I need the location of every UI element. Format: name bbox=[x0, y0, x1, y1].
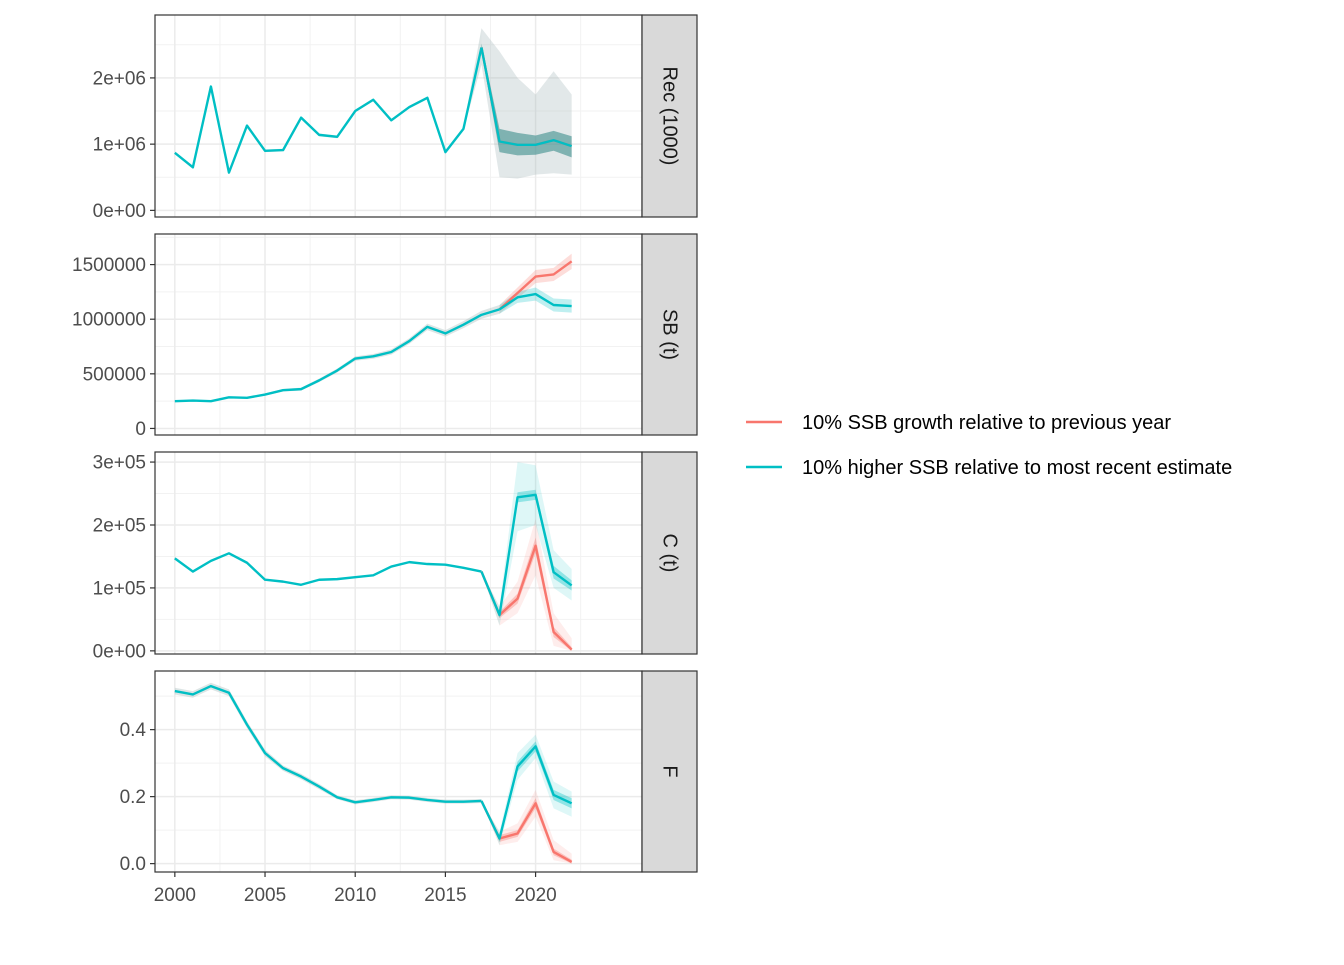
history-line bbox=[174, 684, 482, 804]
y-tick-label: 0.2 bbox=[120, 787, 146, 808]
y-tick-label: 3e+05 bbox=[93, 453, 146, 474]
projection-band-series-1 bbox=[499, 253, 572, 314]
panel-data bbox=[174, 253, 573, 403]
facet-strip-label: C (t) bbox=[659, 534, 681, 573]
x-tick-label: 2005 bbox=[244, 885, 286, 906]
y-tick-label: 0.4 bbox=[120, 720, 147, 741]
x-tick-label: 2020 bbox=[514, 885, 556, 906]
panel-3: 0e+00 1e+05 2e+05 3e+05 C (t) bbox=[93, 451, 698, 662]
y-tick-label: 500000 bbox=[83, 364, 146, 385]
projection-inner-band bbox=[481, 43, 572, 158]
facet-strip bbox=[641, 233, 698, 436]
facet-strip-label: Rec (1000) bbox=[659, 67, 681, 166]
panel-data bbox=[174, 682, 573, 864]
history-line bbox=[174, 552, 482, 586]
facet-strip bbox=[641, 14, 698, 218]
y-tick-label: 0e+00 bbox=[93, 201, 146, 222]
y-tick-label: 1500000 bbox=[72, 255, 146, 276]
x-tick-label: 2010 bbox=[334, 885, 376, 906]
y-tick-label: 0e+00 bbox=[93, 641, 146, 662]
panel-1: 0e+00 1e+06 2e+06 Rec (1000) bbox=[93, 14, 698, 222]
y-tick-label: 0.0 bbox=[120, 854, 146, 875]
x-tick-label: 2000 bbox=[154, 885, 196, 906]
projection-outer-band-series-1 bbox=[481, 518, 572, 651]
y-tick-label: 0 bbox=[135, 419, 146, 440]
legend-label: 10% higher SSB relative to most recent e… bbox=[802, 457, 1232, 479]
projection-line-series-2 bbox=[480, 493, 573, 617]
y-tick-label: 1e+06 bbox=[93, 135, 146, 156]
facet-strip-label: F bbox=[659, 765, 681, 777]
projection-line-series-2 bbox=[480, 47, 573, 148]
panel-background bbox=[155, 671, 642, 872]
history-line bbox=[174, 308, 500, 403]
projection-line-series-1 bbox=[498, 260, 573, 311]
panel-data bbox=[174, 28, 573, 179]
history-line bbox=[174, 47, 483, 174]
y-tick-label: 2e+05 bbox=[93, 515, 146, 536]
projection-outer-band-series-1 bbox=[481, 789, 572, 864]
y-tick-label: 2e+06 bbox=[93, 68, 146, 89]
projection-line-series-2 bbox=[480, 745, 573, 840]
y-tick-label: 1000000 bbox=[72, 310, 146, 331]
projection-line-series-2 bbox=[498, 292, 572, 311]
facet-strip bbox=[641, 670, 698, 873]
facet-strip bbox=[641, 451, 698, 655]
panel-data bbox=[174, 462, 573, 651]
panel-4: 0.0 0.2 0.4 F bbox=[120, 670, 698, 875]
y-tick-label: 1e+05 bbox=[93, 578, 146, 599]
x-tick-label: 2015 bbox=[424, 885, 466, 906]
panel-2: 0 500000 1000000 1500000 SB (t) bbox=[72, 233, 698, 440]
legend-label: 10% SSB growth relative to previous year bbox=[802, 412, 1171, 434]
facet-strip-label: SB (t) bbox=[659, 309, 681, 360]
panel-background bbox=[155, 452, 642, 654]
legend: 10% SSB growth relative to previous year… bbox=[746, 412, 1232, 479]
